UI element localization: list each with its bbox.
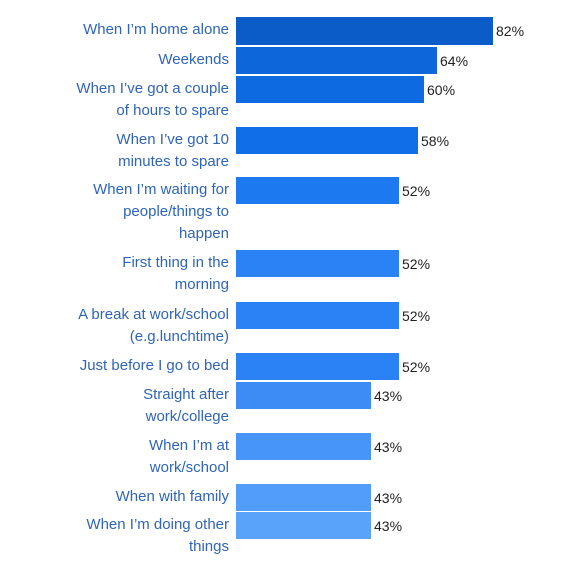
bar — [236, 47, 437, 74]
category-label: When I’m at work/school — [0, 435, 229, 479]
category-label-line: (e.g.lunchtime) — [0, 326, 229, 348]
category-label: When I’m doing other things — [0, 514, 229, 558]
bar — [236, 382, 371, 409]
value-label: 64% — [440, 52, 468, 70]
value-label: 43% — [374, 517, 402, 535]
value-label: 82% — [496, 22, 524, 40]
value-label: 52% — [402, 182, 430, 200]
bar — [236, 250, 399, 277]
bar — [236, 177, 399, 204]
category-label-line: Straight after — [0, 384, 229, 406]
bar — [236, 127, 418, 154]
category-label-line: When I’m home alone — [0, 19, 229, 41]
bar — [236, 302, 399, 329]
value-label: 60% — [427, 81, 455, 99]
bar — [236, 17, 493, 45]
category-label-line: When with family — [0, 486, 229, 508]
category-label-line: When I’m waiting for — [0, 179, 229, 201]
category-label-line: When I’m doing other — [0, 514, 229, 536]
category-label: Weekends — [0, 49, 229, 71]
category-label: When I’ve got 10 minutes to spare — [0, 129, 229, 173]
value-label: 52% — [402, 358, 430, 376]
category-label-line: happen — [0, 223, 229, 245]
value-label: 43% — [374, 387, 402, 405]
category-label: When I’m home alone — [0, 19, 229, 41]
bar — [236, 76, 424, 103]
category-label-line: When I’ve got a couple — [0, 78, 229, 100]
value-label: 58% — [421, 132, 449, 150]
category-label-line: When I’m at — [0, 435, 229, 457]
category-label-line: Weekends — [0, 49, 229, 71]
value-label: 52% — [402, 307, 430, 325]
bar — [236, 512, 371, 539]
category-label-line: When I’ve got 10 — [0, 129, 229, 151]
category-label-line: people/things to — [0, 201, 229, 223]
bar — [236, 484, 371, 511]
bar — [236, 353, 399, 380]
category-label-line: of hours to spare — [0, 100, 229, 122]
category-label-line: work/college — [0, 406, 229, 428]
value-label: 52% — [402, 255, 430, 273]
category-label: When I’m waiting for people/things to happ… — [0, 179, 229, 245]
bar — [236, 433, 371, 460]
category-label: A break at work/school (e.g.lunchtime) — [0, 304, 229, 348]
category-label: Straight after work/college — [0, 384, 229, 428]
category-label-line: First thing in the — [0, 252, 229, 274]
category-label: First thing in the morning — [0, 252, 229, 296]
category-label: Just before I go to bed — [0, 355, 229, 377]
value-label: 43% — [374, 438, 402, 456]
category-label: When I’ve got a couple of hours to spare — [0, 78, 229, 122]
value-label: 43% — [374, 489, 402, 507]
category-label-line: Just before I go to bed — [0, 355, 229, 377]
category-label-line: morning — [0, 274, 229, 296]
category-label: When with family — [0, 486, 229, 508]
category-label-line: A break at work/school — [0, 304, 229, 326]
category-label-line: work/school — [0, 457, 229, 479]
category-label-line: things — [0, 536, 229, 558]
category-label-line: minutes to spare — [0, 151, 229, 173]
